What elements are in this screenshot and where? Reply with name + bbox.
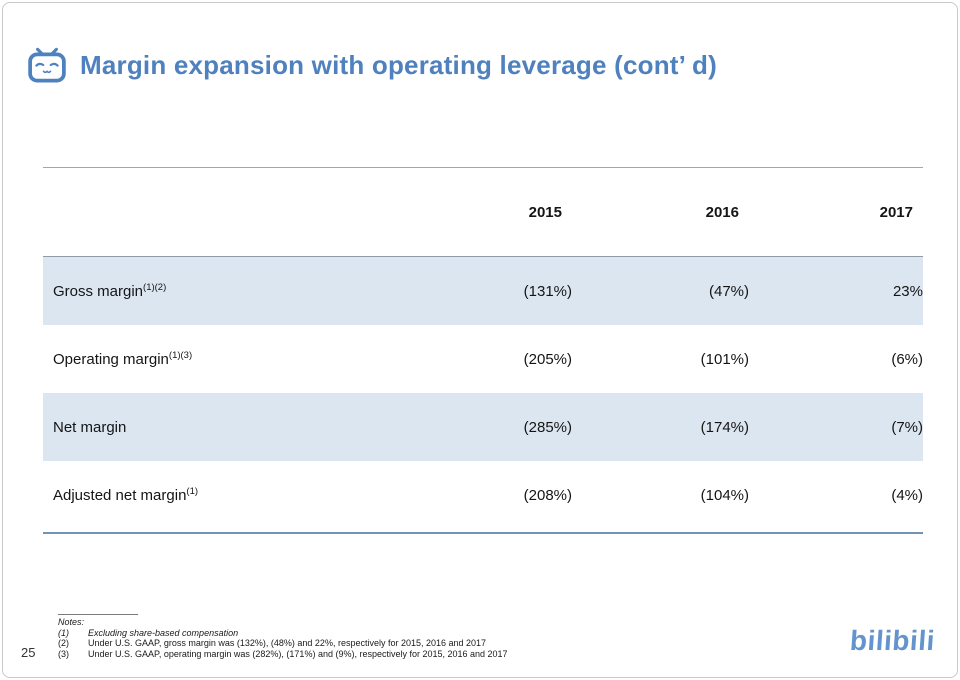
note-text: Under U.S. GAAP, operating margin was (2… xyxy=(88,648,508,659)
notes-heading: Notes: xyxy=(58,617,85,627)
table-bottom-rule xyxy=(43,532,923,534)
cell-value: (47%) xyxy=(708,282,749,300)
column-header-2015: 2015 xyxy=(528,203,562,221)
note-item-2: (2) Under U.S. GAAP, gross margin was (1… xyxy=(58,638,618,649)
page-number: 25 xyxy=(21,645,36,660)
table-row-gross-margin: Gross margin(1)(2) (131%) (47%) 23% xyxy=(43,257,923,325)
note-text: Under U.S. GAAP, gross margin was (132%)… xyxy=(88,638,487,648)
cell-value: (4%) xyxy=(891,486,923,504)
footnote-ref: (1)(2) xyxy=(143,281,167,293)
cell-value: (208%) xyxy=(523,486,572,504)
bilibili-tv-icon xyxy=(28,47,66,83)
notes-section: Notes: (1) Excluding share-based compens… xyxy=(58,614,618,659)
cell-value: (104%) xyxy=(700,486,749,504)
cell-value: (205%) xyxy=(523,350,572,368)
page-title: Margin expansion with operating leverage… xyxy=(80,49,717,80)
note-number: (2) xyxy=(58,638,69,648)
cell-value: (7%) xyxy=(891,418,923,436)
slide-header: Margin expansion with operating leverage… xyxy=(27,41,717,89)
footnote-ref: (1) xyxy=(186,485,199,497)
margins-table: 2015 2016 2017 Gross margin(1)(2) (131%)… xyxy=(43,167,923,534)
column-header-2017: 2017 xyxy=(879,203,913,221)
table-header-row: 2015 2016 2017 xyxy=(43,167,923,257)
table-row-net-margin: Net margin (285%) (174%) (7%) xyxy=(43,393,923,461)
row-label: Gross margin(1)(2) xyxy=(53,281,167,300)
row-label: Operating margin(1)(3) xyxy=(53,349,193,368)
row-label: Adjusted net margin(1) xyxy=(53,485,199,504)
cell-value: (131%) xyxy=(523,282,572,300)
cell-value: (285%) xyxy=(523,418,572,436)
cell-value: (6%) xyxy=(891,350,923,368)
table-row-adjusted-net-margin: Adjusted net margin(1) (208%) (104%) (4%… xyxy=(43,461,923,529)
column-header-2016: 2016 xyxy=(705,203,739,221)
note-number: (3) xyxy=(58,648,69,659)
bilibili-logo: bilibili xyxy=(849,625,937,656)
note-text: Excluding share-based compensation xyxy=(88,627,239,638)
cell-value: (174%) xyxy=(700,418,749,436)
notes-divider xyxy=(58,614,138,615)
footnote-ref: (1)(3) xyxy=(168,349,193,361)
table-row-operating-margin: Operating margin(1)(3) (205%) (101%) (6%… xyxy=(43,325,923,393)
cell-value: (101%) xyxy=(700,350,749,368)
note-item-1: (1) Excluding share-based compensation xyxy=(58,628,618,639)
note-item-3: (3) Under U.S. GAAP, operating margin wa… xyxy=(58,649,618,660)
row-label: Net margin xyxy=(53,418,127,436)
cell-value: 23% xyxy=(892,282,923,300)
note-number: (1) xyxy=(58,627,69,638)
